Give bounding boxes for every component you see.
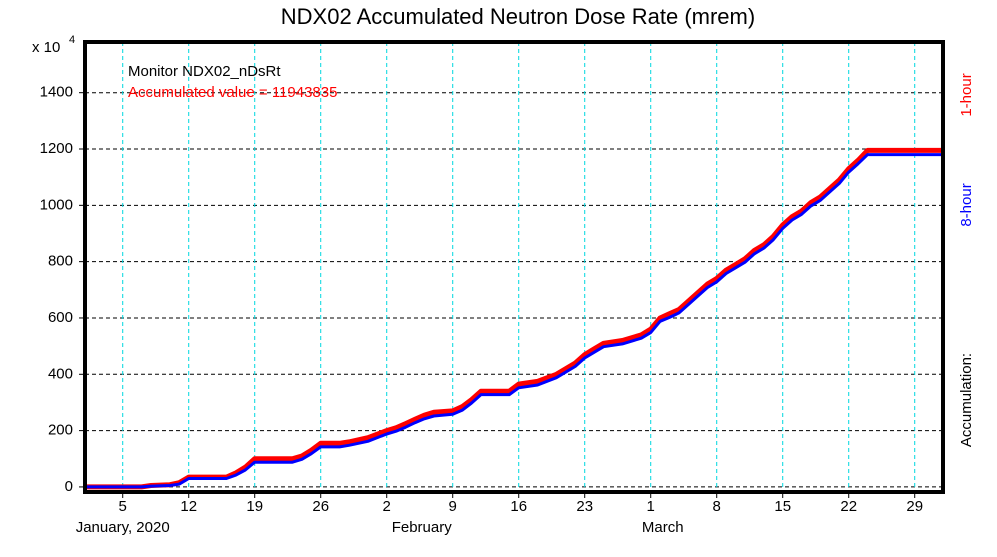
y-tick-label: 400	[48, 365, 73, 382]
y-tick-label: 600	[48, 309, 73, 326]
x-tick-label: 23	[576, 498, 593, 515]
x-tick-label: 5	[119, 498, 127, 515]
x-tick-label: 9	[449, 498, 457, 515]
y-multiplier-exponent: 4	[69, 34, 75, 46]
y-tick-label: 200	[48, 422, 73, 439]
legend-entry: 1-hour	[958, 73, 975, 116]
x-tick-label: 15	[774, 498, 791, 515]
x-tick-label: 1	[647, 498, 655, 515]
y-tick-label: 1200	[40, 140, 73, 157]
y-tick-label: 1400	[40, 84, 73, 101]
legend-entry: 8-hour	[958, 183, 975, 226]
y-tick-label: 800	[48, 253, 73, 270]
x-tick-label: 22	[840, 498, 857, 515]
x-tick-label: 2	[383, 498, 391, 515]
series-line	[85, 153, 943, 489]
month-label: January, 2020	[76, 519, 170, 536]
month-label: March	[642, 519, 684, 536]
x-tick-label: 26	[312, 498, 329, 515]
annotation: Accumulated value = 11943835	[128, 84, 337, 101]
x-tick-label: 29	[906, 498, 923, 515]
month-label: February	[392, 519, 453, 536]
x-tick-label: 16	[510, 498, 527, 515]
x-tick-label: 8	[713, 498, 721, 515]
right-axis-label: Accumulation:	[958, 353, 975, 447]
series-line	[85, 147, 943, 490]
y-tick-label: 0	[65, 478, 73, 495]
chart-title: NDX02 Accumulated Neutron Dose Rate (mre…	[281, 4, 755, 29]
y-multiplier: x 10	[32, 39, 60, 56]
x-tick-label: 12	[180, 498, 197, 515]
y-tick-label: 1000	[40, 196, 73, 213]
plot-frame	[83, 40, 945, 494]
annotation: Monitor NDX02_nDsRt	[128, 63, 281, 80]
x-tick-label: 19	[246, 498, 263, 515]
